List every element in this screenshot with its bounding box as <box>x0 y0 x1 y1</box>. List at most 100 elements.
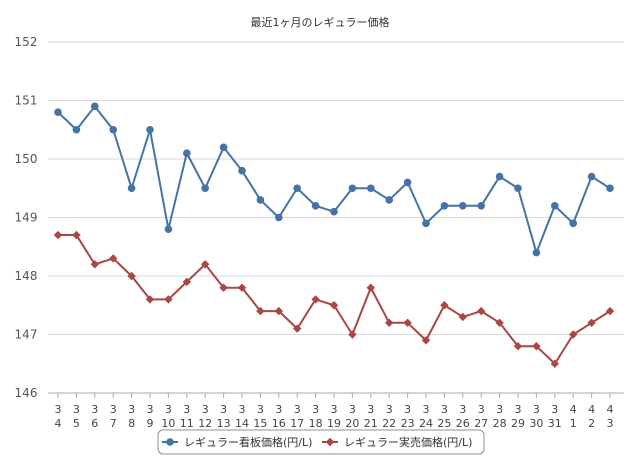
data-point <box>164 295 173 304</box>
legend-marker <box>166 438 174 446</box>
legend-item-1[interactable]: レギュラー看板価格(円/L) <box>162 435 312 449</box>
data-point <box>513 342 523 351</box>
data-point <box>72 125 81 134</box>
x-tick-label-month: 3 <box>349 403 356 416</box>
x-tick-label-month: 3 <box>128 403 135 416</box>
data-point <box>183 149 191 157</box>
data-point <box>440 202 449 210</box>
x-tick-label-month: 3 <box>257 403 264 416</box>
legend-item-2[interactable]: レギュラー実売価格(円/L) <box>322 435 472 449</box>
x-tick-label-day: 20 <box>345 417 359 430</box>
data-point <box>329 301 339 310</box>
x-tick-label-month: 3 <box>533 403 540 416</box>
x-axis-ticks: 3435363738393103113123133143153163173183… <box>55 393 614 430</box>
data-point <box>366 283 375 292</box>
data-point <box>606 184 614 193</box>
x-tick-label-day: 6 <box>91 417 98 430</box>
data-point <box>440 301 449 310</box>
x-tick-label-day: 15 <box>253 417 267 430</box>
data-point <box>403 178 412 187</box>
x-tick-label-day: 8 <box>128 417 135 430</box>
x-tick-label-day: 11 <box>180 417 194 430</box>
y-tick-label: 148 <box>15 269 38 283</box>
data-point <box>459 202 467 210</box>
x-tick-label-day: 21 <box>364 417 378 430</box>
data-point <box>348 330 357 339</box>
data-point <box>514 184 522 193</box>
data-point <box>348 184 357 193</box>
y-tick-label: 147 <box>15 328 38 342</box>
data-point <box>256 306 265 316</box>
data-point <box>53 230 63 240</box>
x-tick-label-day: 1 <box>570 417 577 430</box>
x-tick-label-month: 4 <box>607 403 614 416</box>
x-tick-label-month: 3 <box>459 403 466 416</box>
data-point <box>422 219 430 228</box>
y-tick-label: 149 <box>15 211 38 225</box>
data-point <box>127 184 136 193</box>
data-point <box>551 202 559 210</box>
x-tick-label-day: 12 <box>198 417 212 430</box>
x-tick-label-day: 17 <box>290 417 304 430</box>
data-point <box>403 318 412 327</box>
x-tick-label-day: 26 <box>456 417 470 430</box>
chart-title: 最近1ヶ月のレギュラー価格 <box>251 15 390 29</box>
x-tick-label-month: 3 <box>73 403 80 416</box>
data-point <box>237 283 247 292</box>
x-tick-label-month: 3 <box>404 403 411 416</box>
series-line <box>57 105 611 254</box>
x-tick-label-month: 3 <box>386 403 393 416</box>
y-tick-label: 152 <box>15 35 38 49</box>
data-point <box>164 225 173 233</box>
x-tick-label-day: 10 <box>161 417 175 430</box>
data-point <box>109 125 117 134</box>
x-tick-label-month: 3 <box>515 403 522 416</box>
x-tick-label-month: 3 <box>496 403 503 416</box>
data-point <box>127 271 136 281</box>
data-point <box>109 254 118 263</box>
legend: レギュラー看板価格(円/L) レギュラー実売価格(円/L) <box>157 429 485 455</box>
x-tick-label-day: 30 <box>529 417 543 430</box>
x-tick-label-day: 22 <box>382 417 396 430</box>
data-point <box>550 359 559 368</box>
x-tick-label-day: 18 <box>309 417 323 430</box>
data-point <box>182 277 191 287</box>
x-tick-label-day: 25 <box>437 417 451 430</box>
x-tick-label-day: 14 <box>235 417 249 430</box>
x-tick-label-day: 13 <box>217 417 231 430</box>
data-point <box>330 207 338 216</box>
data-point <box>274 306 283 316</box>
x-tick-label-month: 3 <box>441 403 448 416</box>
x-tick-label-day: 2 <box>588 417 595 430</box>
x-tick-label-month: 3 <box>183 403 190 416</box>
data-point <box>275 213 283 222</box>
x-tick-label-day: 24 <box>419 417 433 430</box>
x-tick-label-day: 5 <box>73 417 80 430</box>
data-point <box>146 125 154 134</box>
x-tick-label-month: 3 <box>331 403 338 416</box>
x-tick-label-day: 4 <box>55 417 62 430</box>
gridlines <box>48 41 624 394</box>
x-tick-label-day: 28 <box>493 417 507 430</box>
data-point <box>311 295 320 304</box>
x-tick-label-month: 3 <box>165 403 172 416</box>
x-tick-label-day: 3 <box>607 417 614 430</box>
x-tick-label-day: 7 <box>110 417 117 430</box>
x-tick-label-day: 9 <box>147 417 154 430</box>
legend-box <box>157 429 485 455</box>
x-tick-label-day: 16 <box>272 417 286 430</box>
y-axis-ticks: 146 147 148 149 150 151 152 <box>15 35 38 400</box>
data-point <box>532 342 541 351</box>
x-tick-label-day: 27 <box>474 417 488 430</box>
data-point <box>201 260 210 269</box>
y-tick-label: 150 <box>15 152 38 166</box>
x-tick-label-day: 19 <box>327 417 341 430</box>
data-point <box>201 184 209 193</box>
data-point <box>219 143 228 152</box>
data-point <box>569 330 578 339</box>
x-tick-label-month: 4 <box>588 403 595 416</box>
series-2 <box>53 230 615 368</box>
x-tick-label-month: 3 <box>294 403 301 416</box>
series-lines <box>53 102 615 368</box>
